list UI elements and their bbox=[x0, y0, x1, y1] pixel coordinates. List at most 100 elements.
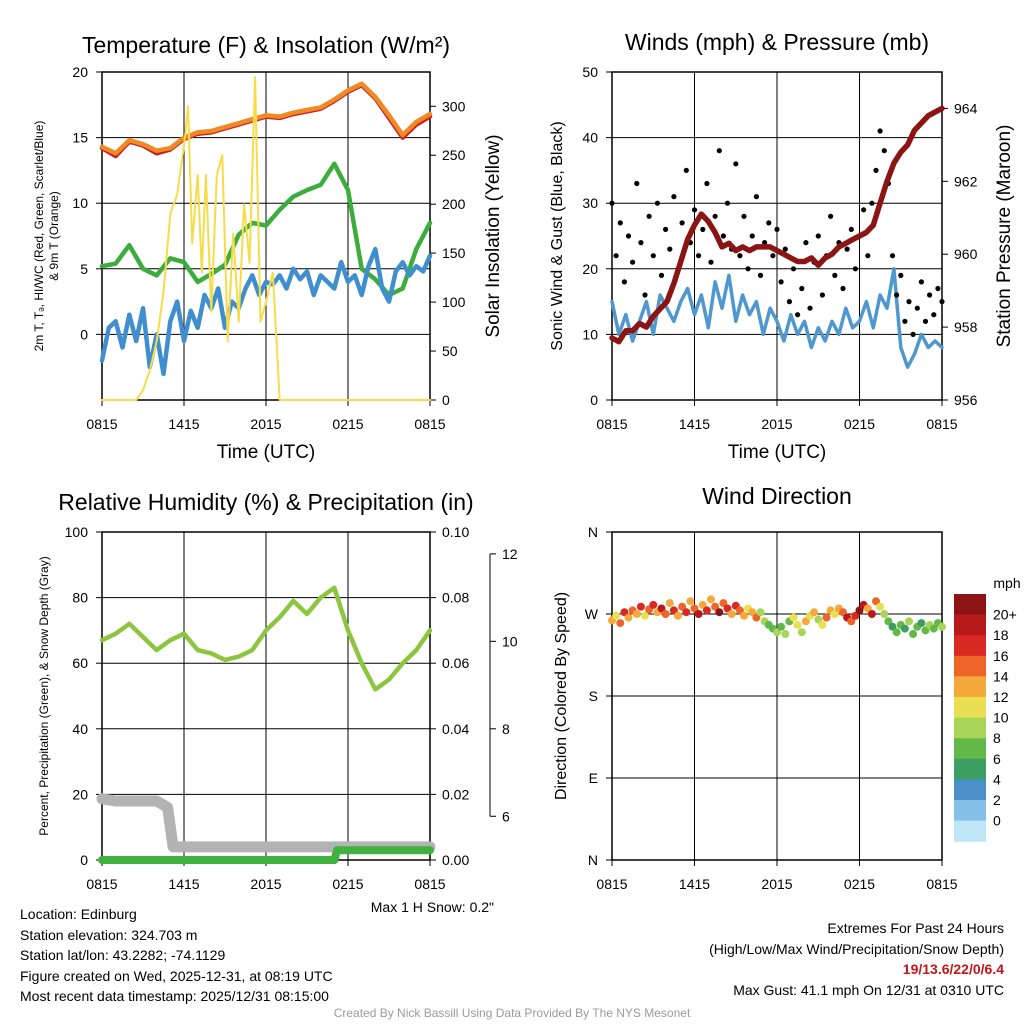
gust-point bbox=[757, 272, 764, 278]
gust-point bbox=[671, 194, 677, 200]
colorbar-swatch bbox=[954, 800, 986, 822]
x-axis-label: Time (UTC) bbox=[728, 442, 827, 463]
direction-point bbox=[938, 622, 946, 631]
gust-point bbox=[790, 266, 797, 272]
direction-point bbox=[847, 617, 856, 626]
x-tick-label: 0815 bbox=[926, 416, 957, 432]
gust-point bbox=[889, 253, 896, 259]
y2-axis-tick-label: 956 bbox=[954, 392, 978, 408]
gust-point bbox=[663, 226, 669, 232]
gust-point bbox=[902, 318, 908, 324]
panel-3: 0815 1415 2015 0215 0815 0 20 40 60 80 100 Relative… bbox=[37, 489, 518, 915]
gust-point bbox=[708, 259, 714, 265]
extremes-info: Extremes For Past 24 Hours (High/Low/Max… bbox=[709, 918, 1004, 1000]
gust-point bbox=[712, 213, 718, 219]
y2-axis-tick-label: 958 bbox=[954, 319, 978, 335]
colorbar-label: 8 bbox=[993, 730, 1001, 746]
y-tick-label: 40 bbox=[582, 130, 598, 146]
direction-point bbox=[756, 608, 765, 617]
gust-point bbox=[700, 226, 706, 232]
direction-point bbox=[830, 610, 839, 618]
y-axis-label-line2: & 9m T (Orange) bbox=[47, 191, 61, 281]
direction-point bbox=[657, 604, 666, 613]
gust-point bbox=[852, 266, 859, 272]
gust-point bbox=[803, 240, 809, 246]
colorbar-swatch bbox=[954, 820, 986, 842]
direction-point bbox=[921, 626, 930, 635]
y2-axis-tick-label: 0 bbox=[442, 392, 450, 408]
y-tick-label: 20 bbox=[72, 786, 88, 802]
direction-point bbox=[641, 611, 649, 620]
plot-frame bbox=[611, 531, 943, 861]
colorbar-label: 4 bbox=[993, 771, 1001, 787]
direction-point bbox=[711, 602, 720, 611]
colorbar-swatch bbox=[954, 635, 986, 657]
gust-point bbox=[737, 253, 743, 259]
y2-axis-tick-label: 150 bbox=[442, 245, 466, 261]
direction-point bbox=[793, 620, 802, 629]
panel-1: 0815 1415 2015 0215 0815 0 5 10 15 20 Temperature … bbox=[32, 32, 504, 463]
y2-axis-label: Solar Insolation (Yellow) bbox=[483, 134, 504, 337]
x-tick-label: 0815 bbox=[596, 876, 627, 892]
gust-point bbox=[931, 312, 937, 318]
gust-point bbox=[621, 279, 628, 285]
gust-point bbox=[927, 292, 933, 298]
y3-axis-tick-label: 8 bbox=[502, 721, 510, 737]
extremes-values: 19/13.6/22/0/6.4 bbox=[902, 961, 1004, 977]
direction-point bbox=[789, 613, 798, 622]
gust-point bbox=[617, 220, 623, 226]
direction-point bbox=[884, 617, 893, 626]
y2-axis-tick-label: 0.00 bbox=[442, 852, 469, 868]
gust-point bbox=[642, 292, 648, 298]
colorbar-swatch bbox=[954, 614, 986, 636]
colorbar-swatch bbox=[954, 779, 986, 801]
y2-axis-tick-label: 200 bbox=[442, 196, 466, 212]
gust-point bbox=[873, 167, 879, 173]
y-tick-label: 20 bbox=[72, 64, 88, 80]
direction-point bbox=[723, 604, 732, 613]
colorbar-label: 20+ bbox=[993, 607, 1017, 623]
y-tick-label: 0 bbox=[80, 326, 88, 342]
series-precipitation bbox=[98, 846, 434, 864]
direction-point bbox=[707, 595, 715, 604]
station-latlon: Station lat/lon: 43.2282; -74.1129 bbox=[20, 947, 226, 963]
colorbar-swatch bbox=[954, 758, 986, 780]
y2-axis-tick-label: 0.06 bbox=[442, 655, 469, 671]
y-tick-label: E bbox=[589, 770, 598, 786]
direction-point bbox=[880, 610, 889, 618]
direction-point bbox=[690, 604, 699, 613]
y2-axis-tick-label: 50 bbox=[442, 343, 458, 359]
chart-title: Relative Humidity (%) & Precipitation (i… bbox=[58, 489, 473, 515]
y-tick-label: 80 bbox=[72, 590, 88, 606]
station-location: Location: Edinburg bbox=[20, 906, 137, 922]
y2-axis-tick-label: 0.02 bbox=[442, 786, 469, 802]
y-tick-label: 40 bbox=[72, 721, 88, 737]
x-tick-label: 0215 bbox=[332, 416, 363, 432]
y-tick-label: 0 bbox=[80, 852, 88, 868]
series-station-pressure bbox=[609, 105, 945, 345]
gust-point bbox=[609, 200, 615, 206]
y3-axis-tick-label: 10 bbox=[502, 633, 518, 649]
direction-point bbox=[929, 624, 938, 633]
gust-point bbox=[770, 253, 776, 259]
direction-point bbox=[892, 628, 901, 637]
figure-created: Figure created on Wed, 2025-12-31, at 08… bbox=[20, 967, 333, 984]
gust-point bbox=[613, 253, 619, 259]
gust-point bbox=[753, 194, 760, 200]
direction-point bbox=[810, 608, 819, 617]
direction-point bbox=[781, 630, 790, 638]
y-tick-label: 10 bbox=[72, 195, 88, 211]
y2-axis-tick-label: 300 bbox=[442, 98, 466, 114]
gust-point bbox=[766, 220, 772, 226]
gust-point bbox=[918, 279, 925, 285]
gust-point bbox=[861, 207, 867, 213]
gust-point bbox=[716, 148, 722, 154]
gust-point bbox=[704, 180, 710, 187]
direction-point bbox=[801, 617, 810, 626]
x-axis-label: Time (UTC) bbox=[217, 442, 316, 463]
x-tick-label: 1415 bbox=[679, 876, 710, 892]
y-tick-label: 100 bbox=[65, 524, 89, 540]
series-9m-t bbox=[99, 81, 433, 156]
plots-layer: 0815 1415 2015 0215 081505101520Temperature … bbox=[32, 29, 1020, 915]
y-axis-label: Percent, Precipitation (Green), & Snow D… bbox=[37, 556, 51, 835]
